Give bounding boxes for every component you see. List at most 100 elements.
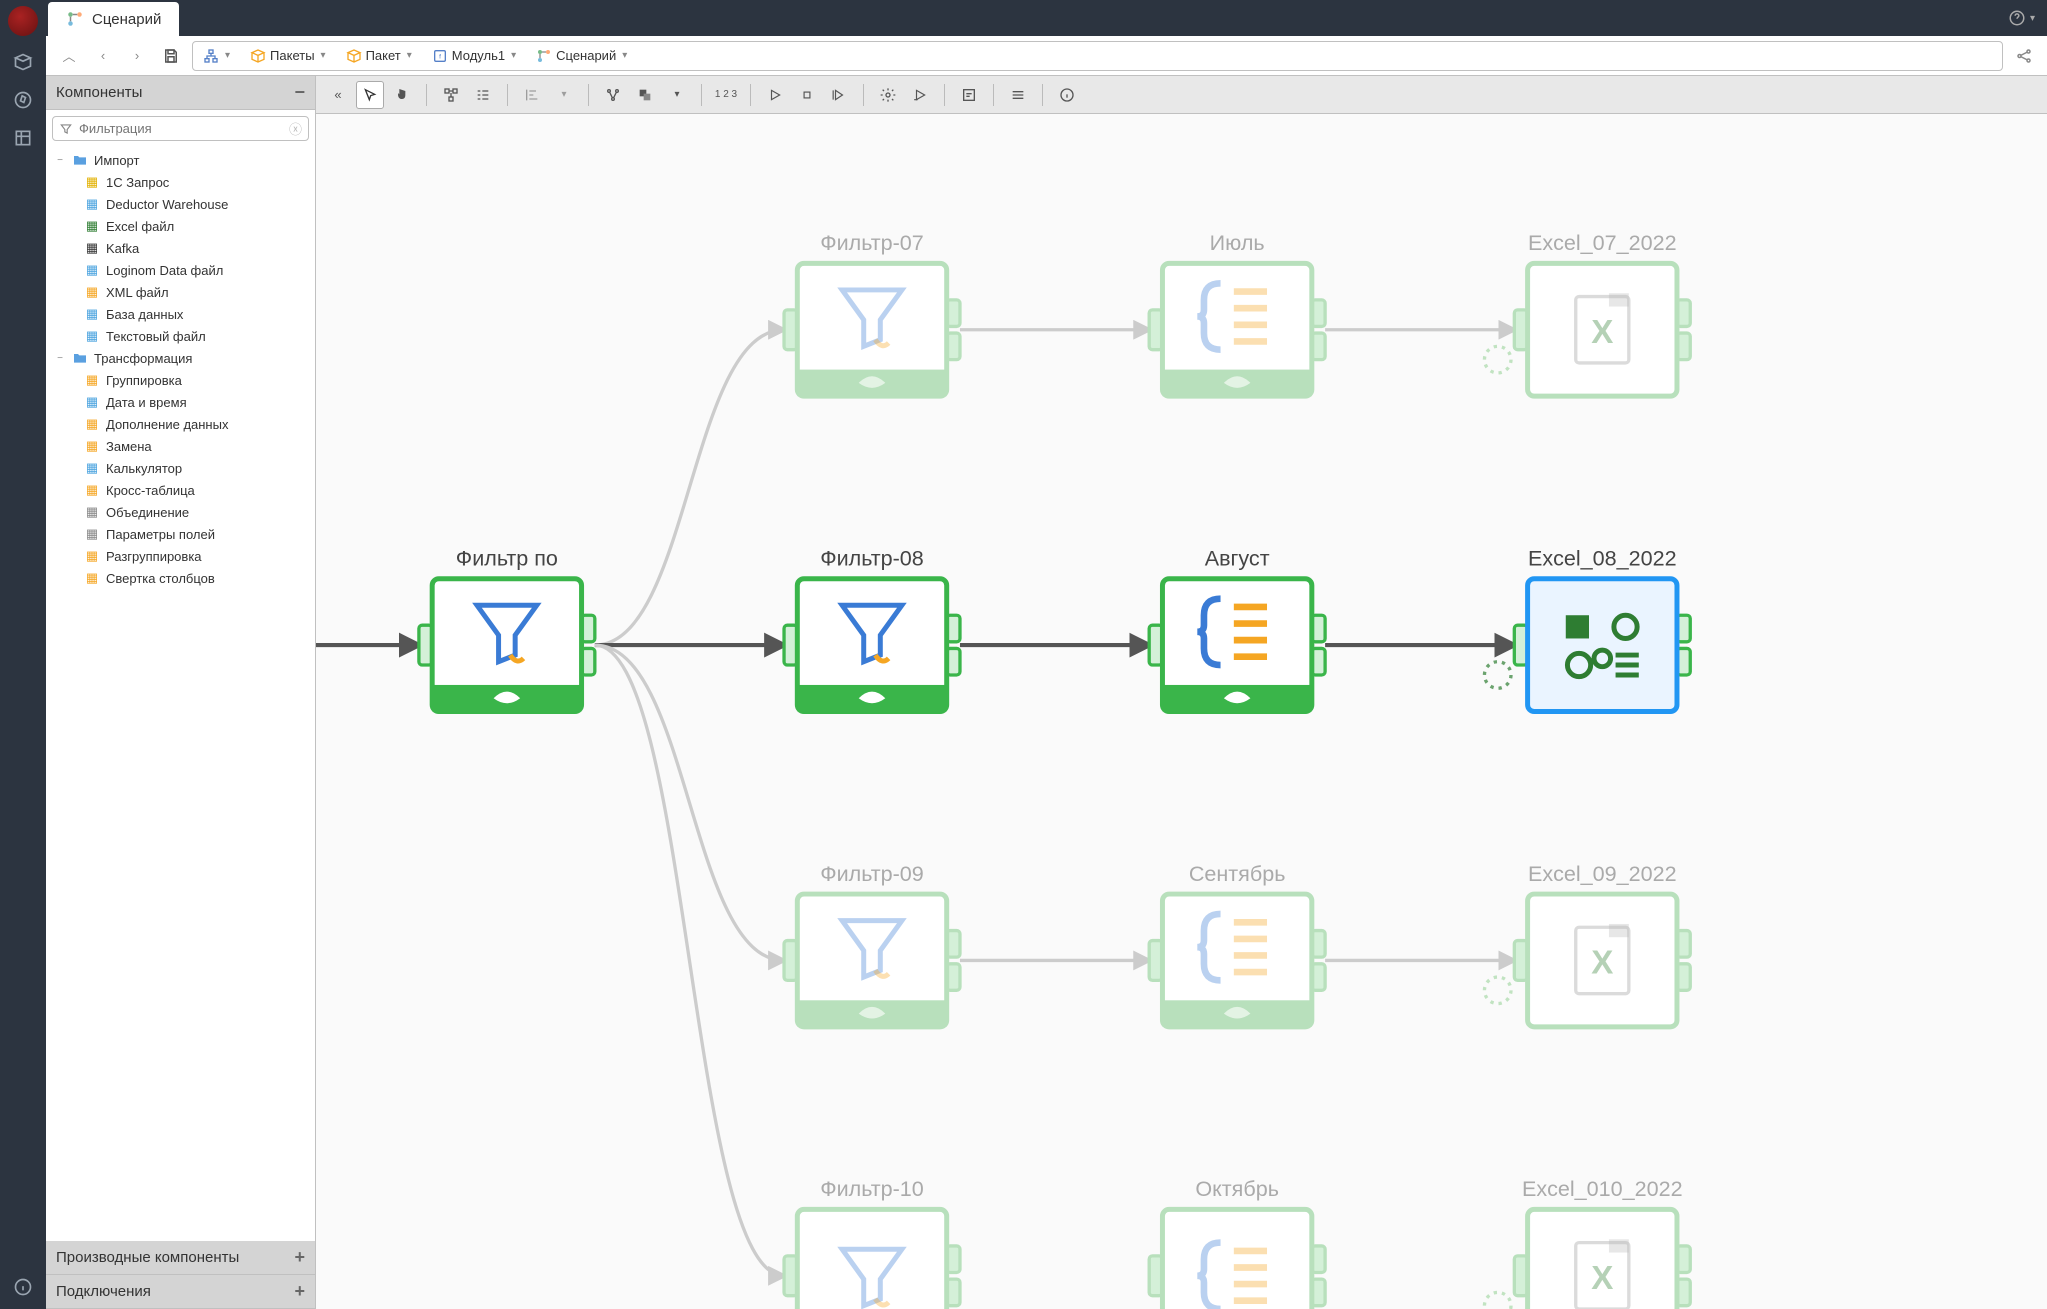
flow-node[interactable]: Фильтр поцехам: [419, 545, 595, 711]
nav-up-icon[interactable]: ︿: [56, 43, 82, 69]
main-column: Сценарий ▾ ︿ ‹ › ▾ Пакеты▾ Пакет▾ fМодуль1▾…: [46, 0, 2047, 1309]
panel-derived[interactable]: Производные компоненты +: [46, 1241, 315, 1275]
svg-text:Фильтр-08: Фильтр-08: [820, 545, 924, 570]
tree-item[interactable]: ▦Группировка: [50, 369, 311, 391]
help-chevron-icon[interactable]: ▾: [2030, 13, 2035, 24]
tree-group[interactable]: −Импорт: [50, 149, 311, 171]
breadcrumb-item[interactable]: Сценарий▾: [532, 48, 631, 64]
breadcrumb-item[interactable]: fМодуль1▾: [428, 48, 520, 64]
svg-text:X: X: [1591, 1260, 1613, 1297]
svg-text:Фильтр-10: Фильтр-10: [820, 1176, 924, 1201]
breadcrumb-item[interactable]: Пакет▾: [342, 48, 416, 64]
app-logo: [8, 6, 38, 36]
align-drop-icon[interactable]: ▾: [550, 81, 578, 109]
menu-icon[interactable]: [1004, 81, 1032, 109]
rail-grid-icon[interactable]: [11, 126, 35, 150]
note-icon[interactable]: [955, 81, 983, 109]
tree-item[interactable]: ▦Параметры полей: [50, 523, 311, 545]
tree-item[interactable]: ▦Объединение: [50, 501, 311, 523]
flow-node[interactable]: Июль: [1149, 230, 1325, 396]
run-settings-icon[interactable]: [906, 81, 934, 109]
filter-input[interactable]: [79, 121, 283, 136]
flow-node[interactable]: Excel_08_2022: [1484, 545, 1690, 711]
flow-node[interactable]: Октябрь: [1149, 1176, 1325, 1309]
tab-scenario[interactable]: Сценарий: [48, 2, 179, 36]
canvas-area: « ▾ ▾ 1 2 3: [316, 76, 2047, 1309]
breadcrumb-item[interactable]: Пакеты▾: [246, 48, 330, 64]
svg-text:Excel_09_2022: Excel_09_2022: [1528, 861, 1677, 886]
flow-node[interactable]: Excel_09_2022 X: [1484, 861, 1690, 1027]
rail-info-icon[interactable]: [11, 1275, 35, 1299]
clear-filter-icon[interactable]: ⓧ: [289, 119, 302, 138]
panel-connections[interactable]: Подключения +: [46, 1275, 315, 1309]
panel-components[interactable]: Компоненты −: [46, 76, 315, 110]
tab-label: Сценарий: [92, 11, 161, 28]
tree-item[interactable]: ▦Дополнение данных: [50, 413, 311, 435]
group-drop-icon[interactable]: ▾: [663, 81, 691, 109]
tree-item[interactable]: ▦Текстовый файл: [50, 325, 311, 347]
tree-item[interactable]: ▦Калькулятор: [50, 457, 311, 479]
order-icon[interactable]: 1 2 3: [712, 81, 740, 109]
svg-text:X: X: [1591, 945, 1613, 982]
group-icon[interactable]: [631, 81, 659, 109]
flow-node[interactable]: Сентябрь: [1149, 861, 1325, 1027]
rail-packages-icon[interactable]: [11, 50, 35, 74]
nav-bar: ︿ ‹ › ▾ Пакеты▾ Пакет▾ fМодуль1▾ Сценарий▾: [46, 36, 2047, 76]
flow-node[interactable]: Фильтр-10: [784, 1176, 960, 1309]
svg-text:Август: Август: [1205, 545, 1270, 570]
breadcrumb-item[interactable]: ▾: [199, 48, 234, 64]
filter-box[interactable]: ⓧ: [52, 116, 309, 141]
tree-item[interactable]: ▦Разгруппировка: [50, 545, 311, 567]
save-icon[interactable]: [158, 43, 184, 69]
settings-icon[interactable]: [874, 81, 902, 109]
flow-node[interactable]: Excel_010_2022 X: [1484, 1176, 1690, 1309]
tree-item[interactable]: ▦Loginom Data файл: [50, 259, 311, 281]
panel-components-label: Компоненты: [56, 84, 142, 101]
flow-node[interactable]: Фильтр-09: [784, 861, 960, 1027]
expand-icon[interactable]: +: [294, 1247, 305, 1268]
tree-item[interactable]: ▦Замена: [50, 435, 311, 457]
rail-compass-icon[interactable]: [11, 88, 35, 112]
stop-icon[interactable]: [793, 81, 821, 109]
pan-tool-icon[interactable]: [388, 81, 416, 109]
pointer-tool-icon[interactable]: [356, 81, 384, 109]
svg-text:Excel_08_2022: Excel_08_2022: [1528, 545, 1677, 570]
layout-graph-icon[interactable]: [437, 81, 465, 109]
svg-text:Июль: Июль: [1210, 230, 1265, 255]
layout-list-icon[interactable]: [469, 81, 497, 109]
svg-text:Excel_010_2022: Excel_010_2022: [1522, 1176, 1683, 1201]
help-icon[interactable]: [2008, 9, 2026, 27]
flow-node[interactable]: Фильтр-07: [784, 230, 960, 396]
flow-node[interactable]: Фильтр-08: [784, 545, 960, 711]
flow-node[interactable]: Excel_07_2022X: [1484, 230, 1690, 396]
flow-node[interactable]: Август: [1149, 545, 1325, 711]
flow-canvas[interactable]: Фильтр поцехам Фильтр-07 Фильтр-08 Фильтр-0…: [316, 114, 2047, 1309]
tree-group[interactable]: −Трансформация: [50, 347, 311, 369]
expand-icon[interactable]: +: [294, 1281, 305, 1302]
panel-connections-label: Подключения: [56, 1283, 151, 1300]
nav-back-icon[interactable]: ‹: [90, 43, 116, 69]
tree-item[interactable]: ▦Excel файл: [50, 215, 311, 237]
run-from-icon[interactable]: [825, 81, 853, 109]
tree-item[interactable]: ▦1C Запрос: [50, 171, 311, 193]
tab-bar: Сценарий ▾: [46, 0, 2047, 36]
share-icon[interactable]: [2011, 43, 2037, 69]
tree-item[interactable]: ▦Дата и время: [50, 391, 311, 413]
align-icon[interactable]: [518, 81, 546, 109]
tree-item[interactable]: ▦Kafka: [50, 237, 311, 259]
run-icon[interactable]: [761, 81, 789, 109]
collapse-icon[interactable]: −: [294, 82, 305, 103]
info-icon[interactable]: [1053, 81, 1081, 109]
tree-item[interactable]: ▦XML файл: [50, 281, 311, 303]
scenario-icon: [66, 10, 84, 28]
tree-item[interactable]: ▦Кросс-таблица: [50, 479, 311, 501]
nav-fwd-icon[interactable]: ›: [124, 43, 150, 69]
auto-layout-icon[interactable]: [599, 81, 627, 109]
collapse-left-icon[interactable]: «: [324, 81, 352, 109]
svg-text:Октябрь: Октябрь: [1195, 1176, 1279, 1201]
filter-icon: [59, 122, 73, 136]
panel-derived-label: Производные компоненты: [56, 1249, 239, 1266]
tree-item[interactable]: ▦Свертка столбцов: [50, 567, 311, 589]
tree-item[interactable]: ▦База данных: [50, 303, 311, 325]
tree-item[interactable]: ▦Deductor Warehouse: [50, 193, 311, 215]
